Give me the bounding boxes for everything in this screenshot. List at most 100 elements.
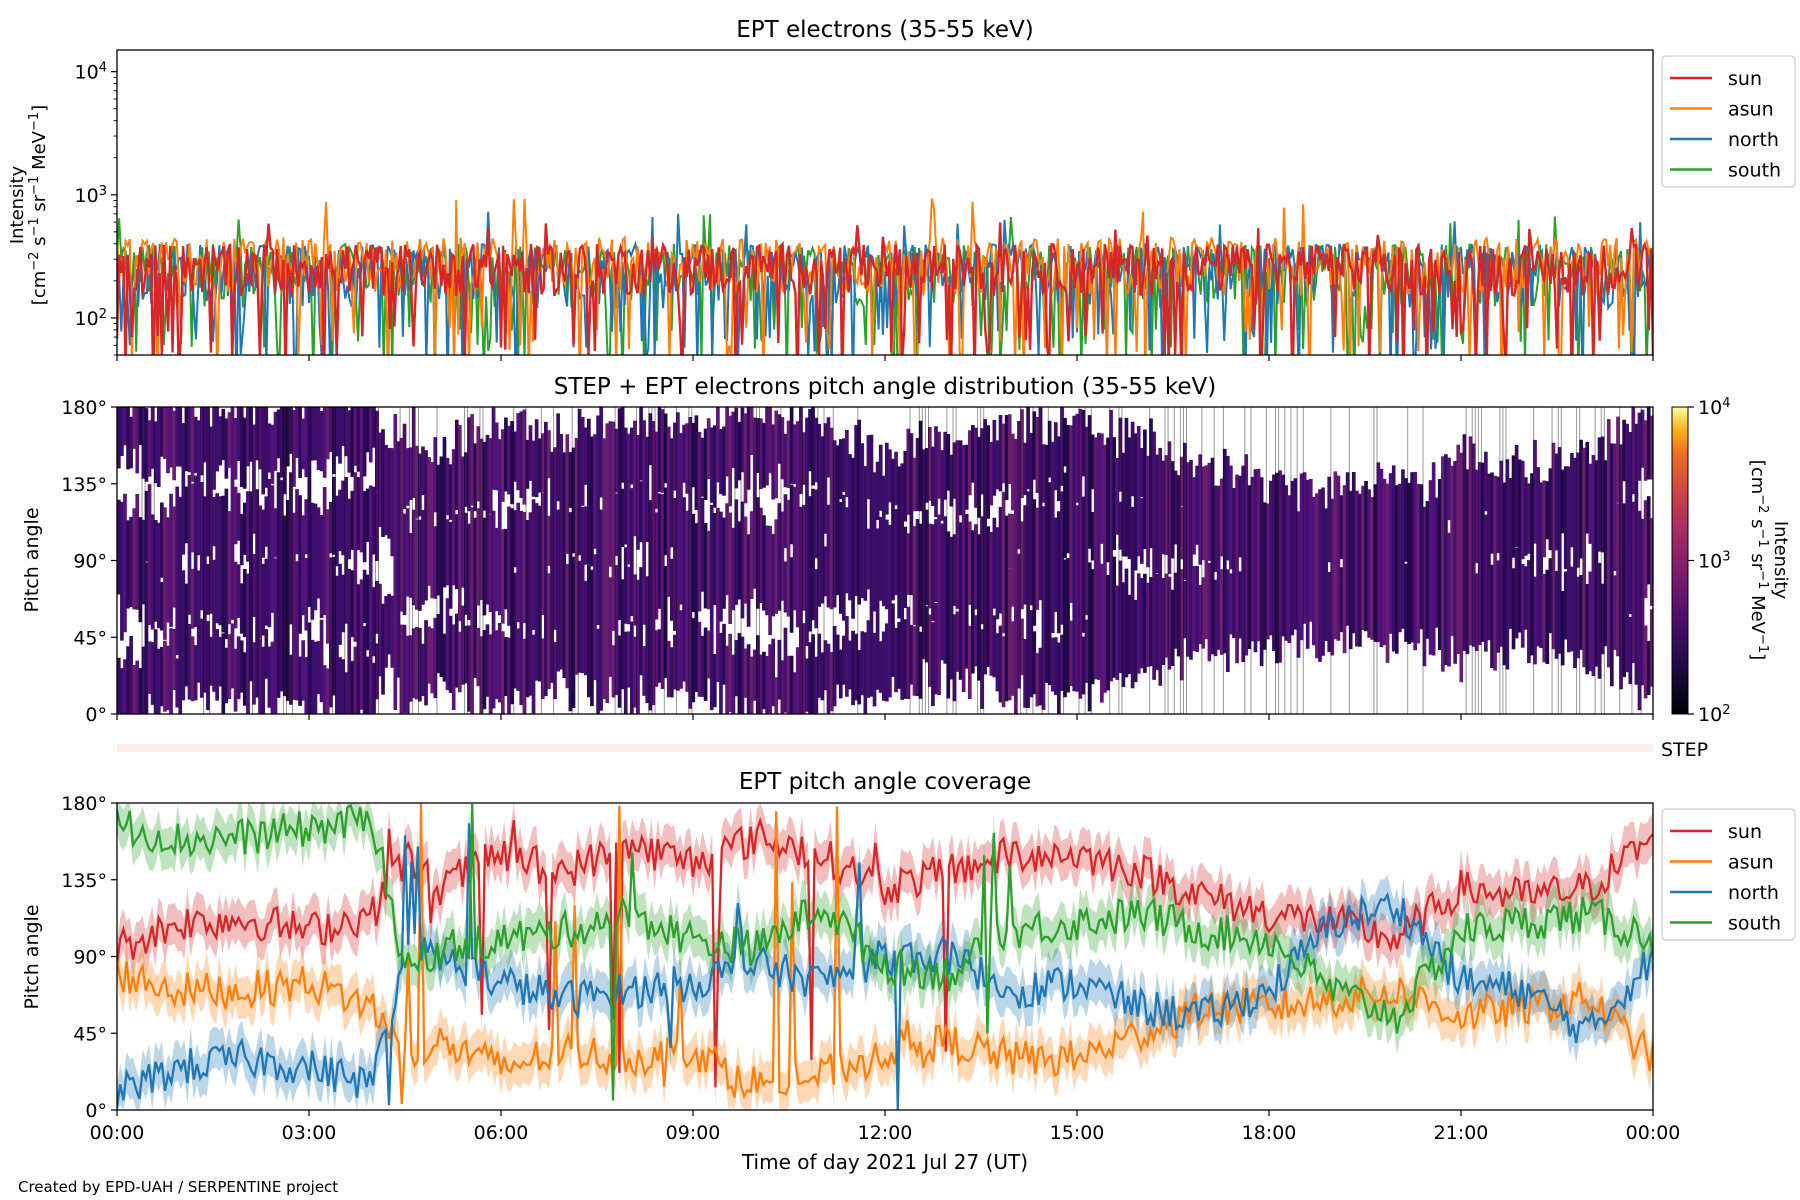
heatmap-column — [881, 475, 886, 701]
heatmap-column — [1404, 478, 1408, 642]
heatmap-column — [645, 436, 650, 704]
heatmap-column — [688, 417, 693, 709]
heatmap-column — [1010, 433, 1015, 696]
heatmap-column — [479, 438, 484, 714]
heatmap-column — [814, 417, 819, 714]
heatmap-column — [811, 407, 815, 714]
heatmap-column — [1536, 467, 1540, 647]
heatmap-column — [1554, 453, 1559, 659]
heatmap-column — [1548, 468, 1553, 634]
heatmap-column — [746, 407, 751, 714]
series-line-north — [117, 211, 1653, 355]
heatmap-column — [768, 407, 772, 714]
heatmap-column — [1269, 480, 1273, 636]
heatmap-column — [264, 407, 269, 679]
heatmap-column — [246, 407, 250, 714]
heatmap-column — [408, 447, 413, 702]
heatmap-dark-streak — [1182, 407, 1184, 714]
heatmap-dark-streak — [1020, 407, 1022, 714]
heatmap-dark-streak — [335, 407, 337, 714]
heatmap-column — [313, 407, 318, 714]
heatmap-column — [359, 407, 364, 710]
heatmap-dark-streak — [980, 407, 982, 714]
heatmap-column — [504, 417, 508, 696]
heatmap-column — [888, 449, 892, 698]
heatmap-column — [485, 434, 490, 697]
heatmap-column — [786, 420, 791, 714]
heatmap-column — [964, 444, 969, 669]
heatmap-column — [743, 413, 748, 698]
heatmap-column — [1631, 407, 1636, 664]
heatmap-column — [808, 408, 812, 714]
legend-label-south: south — [1728, 160, 1781, 182]
heatmap-column — [1096, 432, 1101, 680]
heatmap-column — [838, 439, 843, 699]
heatmap-column — [325, 407, 330, 714]
heatmap-column — [1161, 460, 1166, 665]
heatmap-column — [752, 417, 757, 701]
heatmap-column — [1103, 444, 1107, 693]
heatmap-column — [682, 424, 686, 682]
heatmap-column — [885, 442, 889, 702]
heatmap-column — [316, 407, 321, 695]
heatmap-dark-streak — [663, 407, 665, 714]
y-tick-label: 45° — [73, 627, 107, 649]
heatmap-column — [878, 444, 883, 693]
heatmap-column — [1124, 417, 1129, 678]
heatmap-column — [1431, 462, 1436, 656]
heatmap-column — [1619, 444, 1623, 690]
heatmap-column — [418, 453, 422, 702]
panel1-frame — [116, 49, 1654, 356]
heatmap-column — [1622, 419, 1626, 678]
heatmap-column — [150, 407, 155, 705]
heatmap-dark-streak — [1499, 407, 1501, 714]
heatmap-column — [448, 464, 453, 693]
heatmap-column — [580, 417, 585, 674]
heatmap-column — [1305, 479, 1310, 649]
heatmap-column — [777, 414, 782, 700]
panel2-ylabel: Pitch angle — [21, 507, 43, 612]
heatmap-column — [1284, 485, 1289, 641]
heatmap-column — [989, 441, 994, 676]
heatmap-dark-streak — [1047, 407, 1049, 714]
heatmap-column — [1566, 466, 1571, 653]
heatmap-column — [685, 423, 689, 692]
heatmap-column — [1192, 477, 1196, 651]
heatmap-column — [669, 438, 674, 698]
heatmap-dark-streak — [464, 407, 466, 714]
heatmap-dark-streak — [1167, 407, 1169, 714]
heatmap-column — [1278, 470, 1282, 663]
heatmap-column — [559, 434, 564, 670]
heatmap-column — [1017, 421, 1021, 689]
heatmap-column — [762, 422, 766, 710]
heatmap-column — [1044, 444, 1049, 683]
heatmap-dark-streak — [1471, 407, 1473, 714]
heatmap-column — [915, 438, 920, 697]
heatmap-column — [1594, 460, 1599, 667]
heatmap-column — [221, 408, 226, 714]
heatmap-column — [239, 407, 244, 693]
heatmap-column — [1330, 498, 1335, 656]
heatmap-column — [242, 417, 247, 706]
heatmap-column — [912, 457, 917, 696]
heatmap-column — [1207, 462, 1212, 662]
heatmap-column — [117, 407, 121, 714]
heatmap-column — [436, 464, 441, 674]
heatmap-column — [1358, 493, 1362, 647]
heatmap-column — [516, 413, 521, 691]
heatmap-column — [338, 407, 342, 714]
heatmap-column — [1570, 453, 1574, 652]
heatmap-column — [1441, 456, 1445, 672]
heatmap-column — [1152, 431, 1156, 680]
heatmap-column — [980, 428, 984, 709]
heatmap-column — [534, 419, 539, 681]
heatmap-column — [1508, 478, 1513, 629]
heatmap-column — [866, 435, 871, 698]
heatmap-column — [1232, 488, 1236, 639]
heatmap-column — [341, 407, 345, 714]
heatmap-column — [774, 410, 779, 714]
heatmap-column — [1376, 462, 1381, 643]
heatmap-dark-streak — [857, 407, 859, 714]
heatmap-dark-streak — [525, 407, 527, 714]
